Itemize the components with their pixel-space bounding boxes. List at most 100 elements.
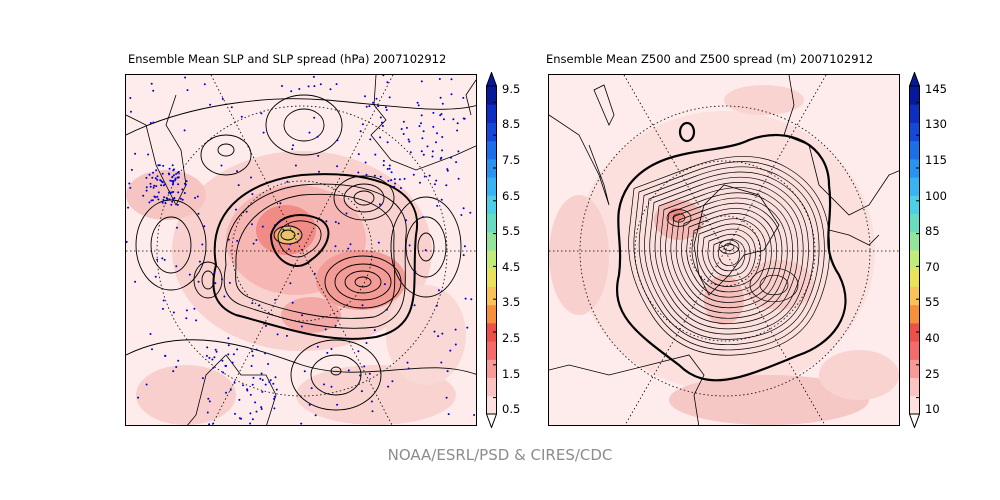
observation-dot	[345, 212, 348, 215]
observation-dot	[177, 183, 180, 186]
observation-dot	[160, 184, 163, 187]
observation-dot	[250, 176, 252, 179]
observation-dot	[316, 135, 319, 138]
observation-dot	[371, 410, 374, 413]
observation-dot	[431, 155, 434, 158]
observation-dot	[412, 173, 415, 176]
observation-dot	[260, 408, 263, 410]
observation-dot	[377, 241, 380, 244]
observation-dot	[372, 101, 374, 104]
z500-contour-line	[649, 176, 809, 335]
observation-dot	[409, 151, 412, 154]
observation-dot	[470, 298, 473, 301]
observation-dot	[391, 380, 394, 383]
observation-dot	[240, 115, 243, 118]
observation-dot	[436, 132, 438, 135]
observation-dot	[249, 412, 252, 415]
observation-dot	[440, 361, 443, 364]
observation-dot	[154, 177, 157, 180]
observation-dot	[176, 226, 178, 229]
observation-dot	[245, 210, 248, 213]
observation-dot	[251, 354, 254, 357]
observation-dot	[432, 111, 435, 114]
observation-dot	[369, 138, 372, 141]
observation-dot	[156, 195, 159, 198]
observation-dot	[441, 149, 444, 152]
observation-dot	[155, 185, 158, 188]
observation-dot	[198, 260, 201, 263]
observation-dot	[161, 257, 164, 260]
observation-dot	[349, 243, 352, 246]
observation-dot	[169, 179, 172, 182]
observation-dot	[212, 366, 215, 369]
observation-dot	[157, 191, 160, 194]
observation-dot	[388, 96, 391, 99]
observation-dot	[420, 80, 423, 83]
observation-dot	[273, 224, 276, 227]
observation-dot	[438, 78, 441, 80]
observation-dot	[407, 367, 410, 370]
observation-dot	[398, 178, 401, 181]
observation-dot	[364, 161, 367, 164]
observation-dot	[426, 145, 429, 148]
slp-colorbar-tick: 4.5	[502, 260, 521, 274]
z500-contour-line	[707, 233, 751, 277]
z500-contour-line	[681, 207, 778, 303]
z500-colorbar-swatch	[909, 304, 920, 324]
observation-dot	[193, 307, 196, 310]
observation-dot	[149, 182, 152, 185]
observation-dot	[308, 403, 311, 406]
observation-dot	[264, 383, 267, 386]
observation-dot	[203, 83, 206, 86]
z500-contour-line	[628, 156, 831, 356]
observation-dot	[394, 182, 397, 185]
observation-dot	[373, 174, 376, 177]
observation-dot	[145, 176, 148, 179]
observation-dot	[385, 308, 388, 311]
observation-dot	[157, 198, 160, 201]
z500-colorbar-swatch	[909, 158, 920, 178]
z500-colorbar-tick: 100	[925, 189, 947, 203]
observation-dot	[249, 393, 252, 396]
z500-colorbar-tick: 40	[925, 331, 940, 345]
observation-dot	[441, 102, 444, 105]
observation-dot	[274, 376, 277, 379]
observation-dot	[334, 245, 337, 248]
observation-dot	[127, 206, 130, 209]
observation-dot	[254, 401, 257, 404]
observation-dot	[436, 204, 439, 207]
observation-dot	[432, 125, 435, 128]
observation-dot	[171, 164, 174, 167]
observation-dot	[171, 180, 173, 182]
observation-dot	[337, 222, 340, 225]
observation-dot	[402, 133, 405, 135]
observation-dot	[440, 198, 443, 201]
z500-colorbar-extend-max	[909, 72, 920, 87]
observation-dot	[275, 388, 278, 391]
slp-colorbar-swatch	[486, 322, 497, 342]
observation-dot	[463, 245, 466, 248]
observation-dot	[281, 85, 283, 87]
observation-dot	[148, 201, 151, 204]
observation-dot	[225, 391, 227, 394]
observation-dot	[152, 121, 155, 124]
observation-dot	[379, 175, 382, 178]
observation-dot	[424, 249, 427, 252]
observation-dot	[162, 184, 165, 187]
observation-dot	[384, 106, 387, 109]
observation-dot	[252, 376, 255, 379]
slp-colorbar-extend-max	[486, 72, 497, 87]
z500-colorbar	[909, 72, 920, 428]
observation-dot	[251, 302, 254, 305]
observation-dot	[378, 203, 381, 206]
observation-dot	[276, 333, 279, 336]
z500-contour-line	[718, 239, 740, 255]
observation-dot	[336, 165, 339, 168]
observation-dot	[149, 333, 152, 335]
z500-colorbar-swatch	[909, 140, 920, 160]
observation-dot	[195, 319, 198, 322]
observation-dot	[134, 280, 137, 283]
observation-dot	[435, 304, 438, 307]
observation-dot	[183, 129, 186, 132]
observation-dot	[454, 343, 457, 346]
